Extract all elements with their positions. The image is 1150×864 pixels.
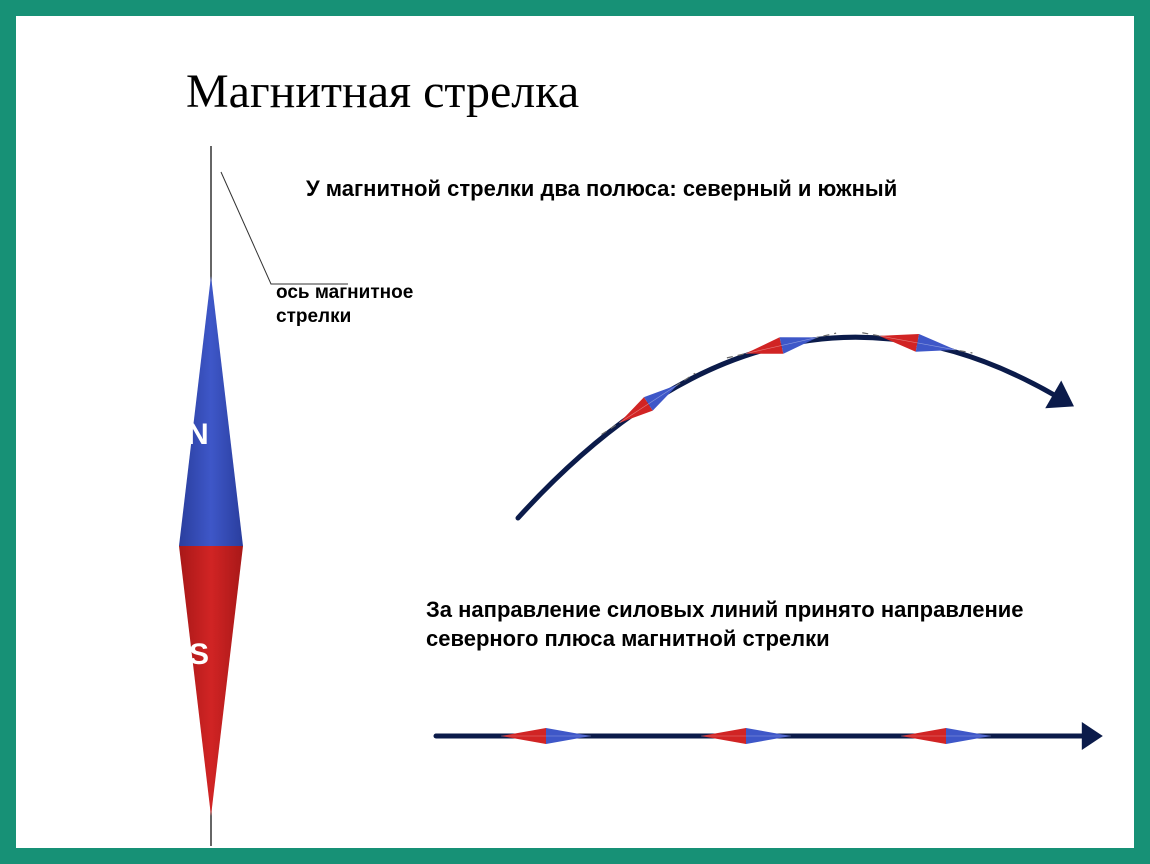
small-needle-north <box>746 728 791 744</box>
small-needle-north <box>546 728 591 744</box>
paragraph: За направление силовых линий принято нап… <box>426 596 1126 653</box>
small-needle-south <box>745 337 783 354</box>
small-needle-south <box>501 728 546 744</box>
small-needle-south <box>701 728 746 744</box>
small-needle-south <box>901 728 946 744</box>
south-pole <box>179 546 243 816</box>
small-needle-south <box>619 397 653 423</box>
arc-path <box>518 337 1056 518</box>
small-needle-north <box>946 728 991 744</box>
arc-arrowhead <box>1045 381 1074 409</box>
small-needle-north <box>644 385 678 411</box>
line-arrowhead <box>1082 722 1103 750</box>
tangent-dash <box>602 373 696 434</box>
diagram-canvas: NS <box>16 16 1134 848</box>
north-pole <box>179 276 243 546</box>
south-label: S <box>189 638 209 671</box>
tangent-dash <box>727 333 836 358</box>
straight-field-line <box>436 722 1103 750</box>
small-needle-north <box>780 337 818 354</box>
north-label: N <box>187 418 209 451</box>
axis-label: ось магнитноестрелки <box>276 281 413 329</box>
small-needle-south <box>879 334 919 352</box>
field-arc <box>518 333 1074 518</box>
slide-frame: Магнитная стрелка У магнитной стрелки дв… <box>0 0 1150 864</box>
tangent-dash <box>862 333 972 353</box>
slide-subtitle: У магнитной стрелки два полюса: северный… <box>306 176 897 202</box>
slide-title: Магнитная стрелка <box>186 64 579 119</box>
small-needle-north <box>916 334 956 352</box>
